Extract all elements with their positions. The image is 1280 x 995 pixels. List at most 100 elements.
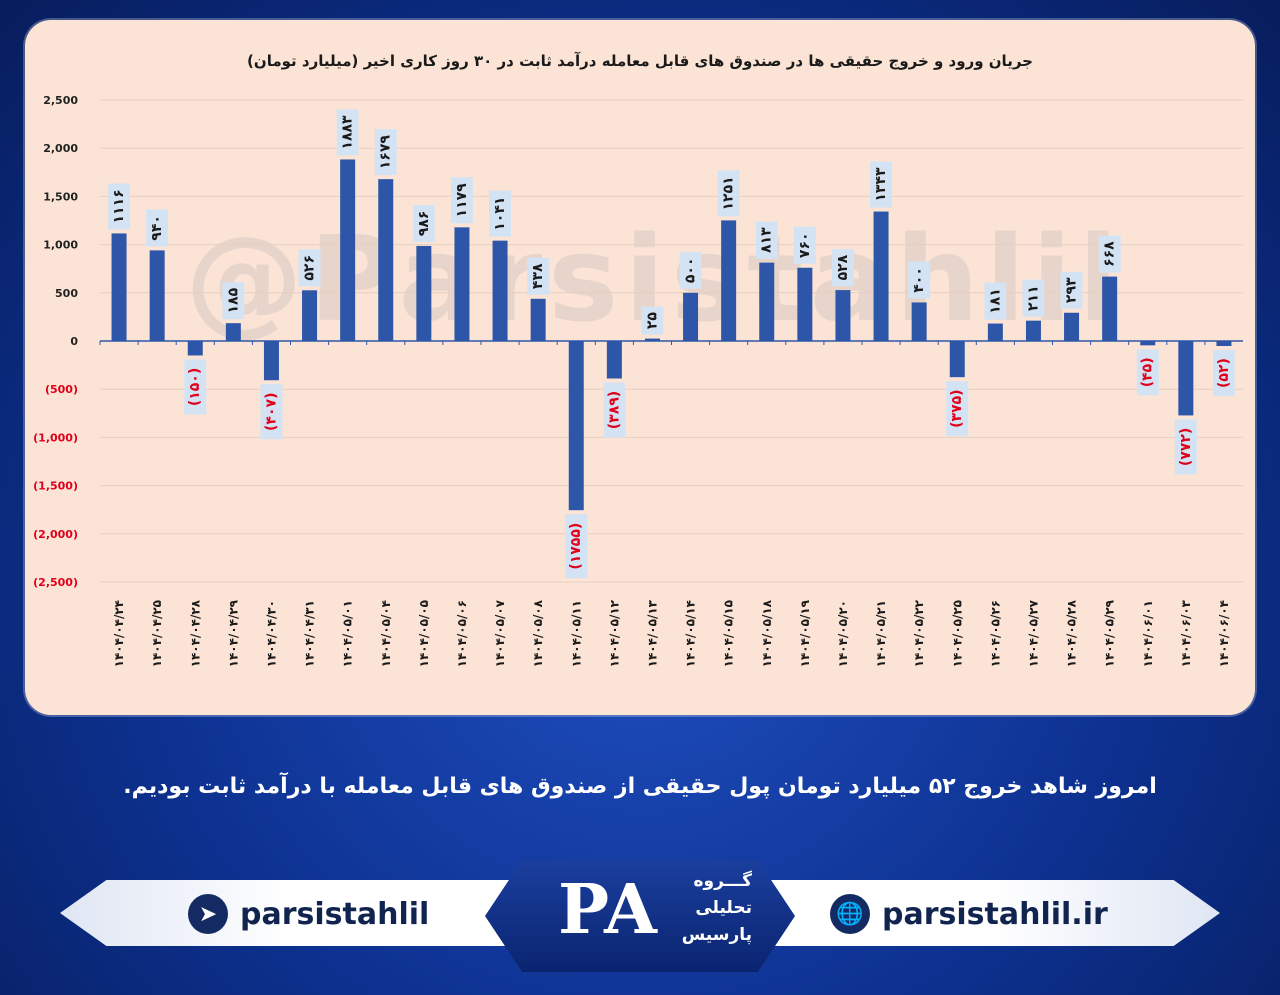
value-label-box (108, 183, 131, 230)
bar (1140, 341, 1156, 346)
value-label: ۱۱۱۶ (111, 189, 127, 223)
value-label-box (1022, 279, 1045, 317)
x-tick-label: ۱۴۰۴/۰۶/۰۴ (1217, 600, 1231, 667)
value-label-box (946, 381, 969, 437)
y-tick-label: (1,000) (33, 431, 78, 444)
value-label: (۴۵) (1140, 357, 1156, 387)
logo-box (485, 860, 795, 972)
value-label-box (1060, 271, 1083, 309)
x-tick-label: ۱۴۰۴/۰۵/۲۱ (874, 600, 888, 667)
y-tick-label: 2,000 (43, 142, 78, 155)
x-tick-label: ۱۴۰۴/۰۵/۱۱ (569, 600, 583, 667)
y-tick-label: (2,500) (33, 576, 78, 589)
value-label: (۵۲) (1216, 358, 1232, 388)
value-label: ۶۶۸ (1102, 241, 1118, 267)
telegram-label: parsistahlil (240, 896, 430, 932)
logo-icon: PA (558, 870, 657, 950)
bar (1025, 320, 1041, 341)
value-label: (۷۷۲) (1178, 428, 1194, 466)
bar-chart: 2,500 2,000 1,500 1,000 500 0 (500) (1,000) (1,5… (33, 94, 1243, 667)
website-link[interactable]: 🌐 parsistahlil.ir (830, 892, 1108, 936)
y-tick-label: (500) (45, 383, 78, 396)
value-label: ۷۶۰ (797, 232, 813, 258)
value-label-box (755, 221, 778, 259)
x-tick-label: ۱۴۰۴/۰۵/۲۷ (1026, 599, 1040, 667)
value-label: (۳۷۵) (949, 389, 965, 427)
bar (1178, 341, 1194, 416)
value-label-box (298, 249, 321, 287)
value-label-box (793, 226, 816, 264)
value-label-box (1174, 419, 1197, 475)
value-label: ۵۰۰ (683, 257, 699, 283)
value-label-box (1136, 349, 1159, 396)
value-label-box (222, 282, 245, 320)
value-label: ۱۸۵ (225, 287, 241, 313)
bar (530, 298, 546, 341)
value-label: ۵۲۶ (302, 255, 318, 281)
x-tick-label: ۱۴۰۴/۰۴/۲۹ (226, 599, 240, 667)
x-tick-label: ۱۴۰۴/۰۶/۰۱ (1141, 600, 1155, 667)
caption: امروز شاهد خروج ۵۲ میلیارد تومان پول حقی… (123, 774, 1157, 799)
bar (987, 323, 1003, 341)
x-tick-label: ۱۴۰۴/۰۵/۰۶ (455, 600, 469, 667)
value-label: ۸۱۳ (759, 227, 775, 253)
x-tick-label: ۱۴۰۴/۰۵/۱۹ (798, 599, 812, 667)
value-label: ۱۶۷۹ (378, 135, 394, 170)
value-label-box (641, 306, 664, 335)
x-tick-label: ۱۴۰۴/۰۴/۲۸ (188, 599, 202, 667)
value-label: ۲۵ (644, 312, 660, 330)
x-tick-label: ۱۴۰۴/۰۵/۰۱ (341, 600, 355, 667)
bar (949, 341, 965, 378)
logo-line-2: تحلیلی (695, 898, 752, 918)
value-label-box (336, 109, 359, 156)
x-tick-label: ۱۴۰۴/۰۴/۲۵ (150, 600, 164, 667)
value-label-box (870, 161, 893, 208)
bar (568, 341, 584, 511)
value-label-box (603, 382, 626, 438)
bar (378, 179, 394, 341)
logo-text: گـــروه تحلیلی پارسیس (642, 868, 752, 949)
x-tick-label: ۱۴۰۴/۰۵/۲۲ (912, 599, 926, 667)
x-tick-label: ۱۴۰۴/۰۵/۲۶ (988, 600, 1002, 667)
bar (187, 341, 203, 356)
value-label: ۴۳۸ (530, 263, 546, 289)
x-tick-label: ۱۴۰۴/۰۵/۰۴ (379, 600, 393, 667)
telegram-link[interactable]: ➤ parsistahlil (188, 892, 429, 936)
value-label-box (412, 204, 435, 242)
bar (1064, 312, 1080, 341)
bar (263, 341, 279, 381)
value-label-box (450, 177, 473, 224)
x-tick-label: ۱۴۰۴/۰۵/۱۸ (760, 599, 774, 667)
bar (683, 292, 699, 341)
value-label: (۴۰۷) (263, 393, 279, 431)
value-label-box (260, 384, 283, 440)
bar (340, 159, 356, 341)
bar (721, 220, 737, 341)
bar (111, 233, 127, 341)
value-label-box (831, 249, 854, 287)
x-tick-label: ۱۴۰۴/۰۵/۱۵ (722, 600, 736, 667)
telegram-icon: ➤ (188, 894, 228, 934)
value-label: ۱۱۷۹ (454, 183, 470, 218)
y-tick-label: 1,500 (43, 190, 78, 203)
x-tick-label: ۱۴۰۴/۰۵/۰۵ (417, 600, 431, 667)
bar (835, 290, 851, 341)
logo-line-1: گـــروه (693, 871, 753, 891)
y-tick-label: (1,500) (33, 480, 78, 493)
x-tick-label: ۱۴۰۴/۰۵/۲۵ (950, 600, 964, 667)
website-label: parsistahlil.ir (882, 896, 1108, 932)
bar (797, 267, 813, 341)
bar (492, 240, 508, 341)
x-tick-label: ۱۴۰۴/۰۵/۲۰ (836, 600, 850, 667)
y-tick-label: (2,000) (33, 528, 78, 541)
bar (454, 227, 470, 341)
value-label: ۱۸۱ (987, 288, 1003, 314)
x-tick-label: ۱۴۰۴/۰۵/۱۳ (645, 599, 659, 667)
bar (911, 302, 927, 341)
value-label: (۳۸۹) (606, 391, 622, 429)
globe-icon: 🌐 (830, 894, 870, 934)
bar (759, 262, 775, 341)
x-tick-label: ۱۴۰۴/۰۵/۱۲ (607, 599, 621, 667)
value-label: ۹۴۰ (149, 215, 165, 241)
value-label-box (527, 257, 550, 295)
